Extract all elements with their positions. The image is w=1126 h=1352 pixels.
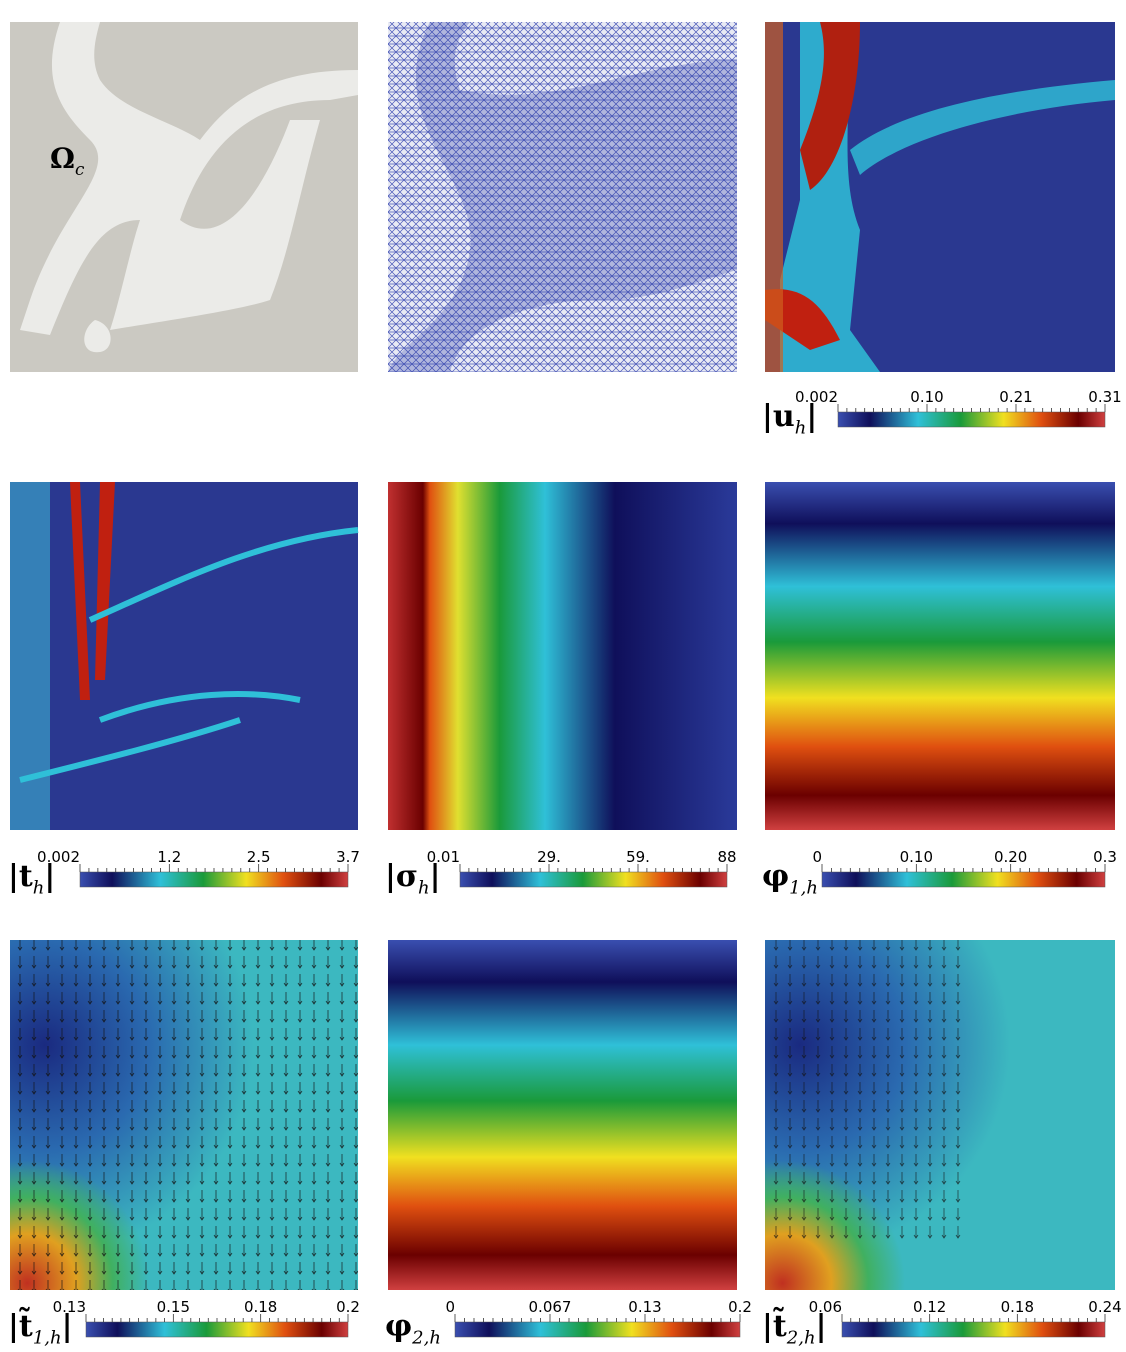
colorbar	[80, 872, 348, 887]
arrows	[765, 940, 965, 1240]
colorbar-tick-label: 0.31	[1088, 388, 1121, 406]
field-label: φ2,h	[385, 1309, 441, 1349]
colorbar-tick-label: 0.12	[913, 1298, 946, 1316]
label-sub: h	[33, 878, 45, 899]
label-close: |	[430, 859, 441, 894]
label-close: |	[816, 1309, 827, 1344]
label-sub: c	[75, 159, 85, 179]
field-band	[765, 22, 783, 372]
colorbar	[838, 412, 1105, 427]
colorbar-tick-label: 88	[717, 848, 736, 866]
colorbar	[822, 872, 1105, 887]
colorbar-tick-label: 0.18	[244, 1298, 277, 1316]
colorbar-tick-label: 59.	[626, 848, 650, 866]
label-sub: 1,h	[33, 1328, 62, 1349]
field	[388, 482, 737, 830]
colorbar-tick-label: 0.20	[994, 848, 1027, 866]
field-label: |uh|	[762, 399, 817, 439]
field	[10, 482, 358, 830]
colorbar-tick-label: 0.2	[336, 1298, 360, 1316]
colorbar-tick-label: 0.067	[529, 1298, 572, 1316]
label-main: |t	[8, 859, 33, 894]
label-main: Ω	[50, 142, 75, 175]
colorbar	[460, 872, 727, 887]
field-label: |σh|	[385, 859, 441, 899]
figure: Ωc0.0020.100.210.31|uh|0.0021.22.53.7|th…	[0, 0, 1126, 1352]
colorbar-tick-label: 0.3	[1093, 848, 1117, 866]
field-label: φ1,h	[762, 859, 818, 899]
label-sub: 2,h	[411, 1328, 441, 1349]
field-label: |th|	[8, 859, 55, 899]
colorbar-tick-label: 0.15	[157, 1298, 190, 1316]
colorbar-tick-label: 0.10	[900, 848, 933, 866]
field-label: |t̃1,h|	[8, 1307, 72, 1349]
colorbar-tick-label: 0.18	[1001, 1298, 1034, 1316]
colorbar-tick-label: 0	[445, 1298, 455, 1316]
colorbar-tick-label: 0.13	[628, 1298, 661, 1316]
colorbar-tick-label: 3.7	[336, 848, 360, 866]
label-close: |	[806, 399, 817, 434]
field-label: |t̃2,h|	[762, 1307, 826, 1349]
colorbar-tick-label: 0.2	[728, 1298, 752, 1316]
colorbar-tick-label: 0.24	[1088, 1298, 1121, 1316]
field	[388, 940, 737, 1290]
colorbar-tick-label: 2.5	[247, 848, 271, 866]
label-main: |t̃	[762, 1307, 787, 1344]
label-close: |	[62, 1309, 73, 1344]
colorbar	[455, 1322, 740, 1337]
label-main: |t̃	[8, 1307, 33, 1344]
label-sub: 1,h	[789, 878, 818, 899]
colorbar-tick-label: 0.10	[910, 388, 943, 406]
label-main: φ	[385, 1309, 412, 1344]
label-sub: h	[795, 418, 807, 439]
field	[765, 482, 1115, 830]
label-close: |	[44, 859, 55, 894]
arrows	[10, 940, 358, 1290]
colorbar-tick-label: 29.	[537, 848, 561, 866]
label-sub: h	[418, 878, 430, 899]
colorbar-tick-label: 1.2	[157, 848, 181, 866]
colorbar-tick-label: 0.21	[999, 388, 1032, 406]
colorbar	[842, 1322, 1105, 1337]
colorbar	[86, 1322, 348, 1337]
label-sub: 2,h	[786, 1328, 816, 1349]
colorbar-tick-label: 0	[812, 848, 822, 866]
label-main: φ	[762, 859, 789, 894]
label-main: |σ	[385, 859, 418, 894]
label-main: |u	[762, 399, 795, 434]
